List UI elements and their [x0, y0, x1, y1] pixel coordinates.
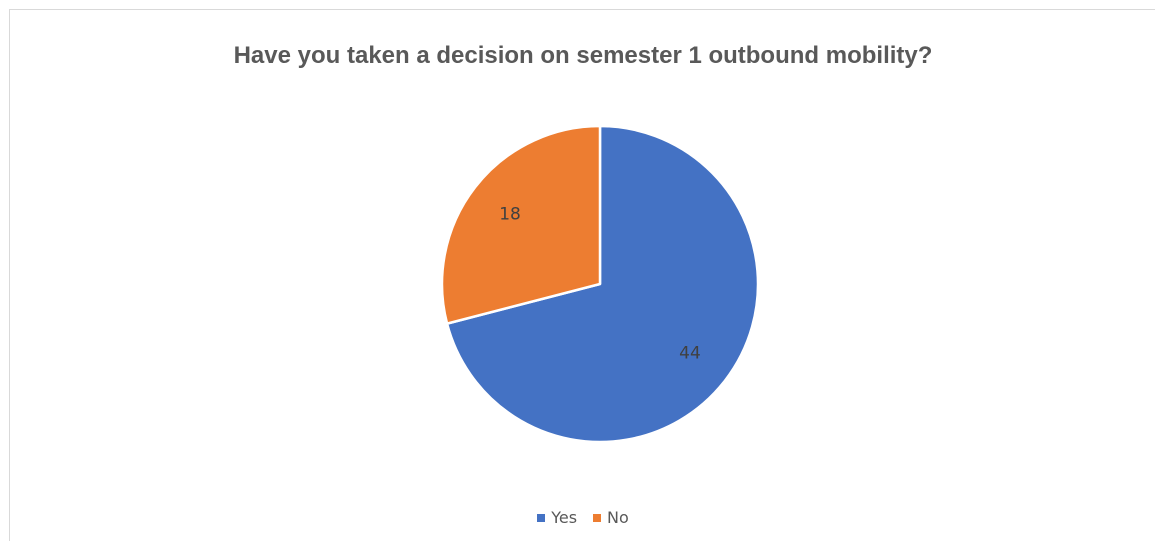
- pie-slice-no: [440, 124, 602, 325]
- pie-slice-yes: [445, 124, 760, 444]
- legend-swatch-no: [593, 513, 602, 522]
- chart-frame: Have you taken a decision on semester 1 …: [9, 9, 1155, 541]
- legend-item-no: No: [593, 508, 629, 527]
- legend-label-yes: Yes: [551, 508, 578, 527]
- pie-chart: 44 18: [440, 124, 760, 444]
- legend: Yes No: [10, 508, 1155, 527]
- data-label-no: 18: [499, 204, 521, 224]
- chart-title: Have you taken a decision on semester 1 …: [233, 42, 933, 69]
- legend-item-yes: Yes: [537, 508, 577, 527]
- legend-label-no: No: [607, 508, 629, 527]
- data-label-yes: 44: [679, 344, 701, 364]
- legend-swatch-yes: [537, 513, 546, 522]
